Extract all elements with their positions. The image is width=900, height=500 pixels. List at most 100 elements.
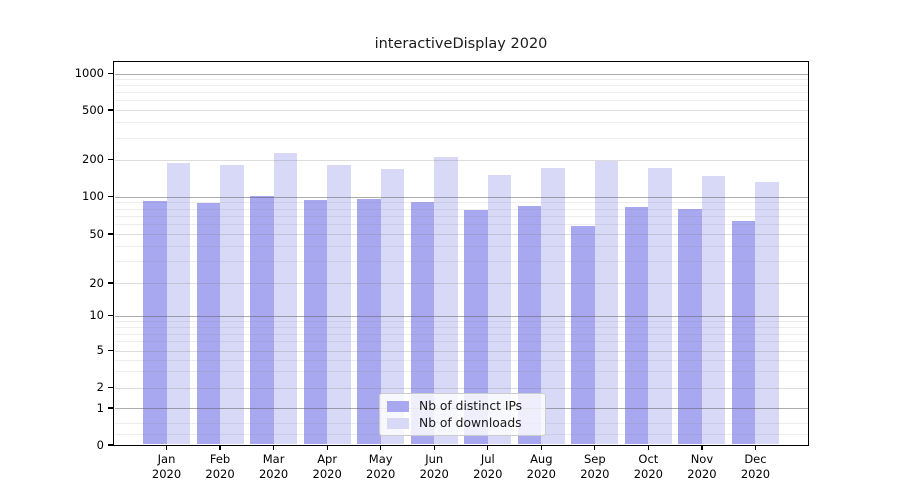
gridline-1000	[114, 73, 808, 75]
bar-downloads-may	[380, 169, 405, 444]
legend-swatch-downloads	[387, 417, 409, 429]
y-tick-label: 200	[82, 152, 104, 166]
x-tick-label: Jan 2020	[151, 452, 182, 481]
plot-frame	[113, 60, 809, 446]
gridline-2	[114, 387, 808, 389]
x-tick-label: Sep 2020	[580, 452, 610, 481]
legend-label: Nb of distinct IPs	[419, 399, 523, 413]
bar-distinct-ips-mar	[250, 195, 274, 444]
x-tick-mark	[487, 445, 489, 450]
x-tick-label: Mar 2020	[258, 452, 289, 481]
gridline-30	[114, 261, 808, 263]
bar-downloads-feb	[220, 164, 244, 444]
y-tick-label: 2	[96, 380, 104, 394]
bar-downloads-nov	[701, 175, 726, 444]
y-tick-mark	[108, 282, 113, 284]
y-tick-mark	[108, 444, 113, 446]
y-tick-mark	[108, 109, 113, 111]
bar-distinct-ips-jul	[464, 209, 488, 444]
legend-item: Nb of distinct IPs	[387, 399, 538, 413]
bar-distinct-ips-feb	[196, 202, 221, 444]
gridline-600	[114, 100, 808, 102]
bar-downloads-jun	[434, 156, 458, 444]
legend-label: Nb of downloads	[419, 416, 522, 430]
y-tick-mark	[108, 72, 113, 75]
y-tick-label: 20	[89, 275, 104, 290]
y-tick-mark	[108, 349, 113, 352]
bar-distinct-ips-apr	[303, 200, 328, 444]
gridline-900	[114, 79, 808, 81]
bar-distinct-ips-nov	[678, 208, 702, 444]
bar-distinct-ips-sep	[571, 225, 595, 444]
gridline-50	[114, 234, 808, 235]
x-tick-mark	[701, 445, 703, 450]
y-tick-label: 10	[89, 308, 104, 323]
gridline-10	[114, 315, 808, 317]
gridline-700	[114, 92, 808, 94]
gridline-100	[114, 196, 808, 198]
x-tick-label: Nov 2020	[687, 452, 717, 481]
gridline-60	[114, 224, 808, 226]
y-tick-label: 5	[96, 343, 104, 357]
y-tick-mark	[108, 315, 113, 317]
y-tick-mark	[108, 407, 113, 409]
y-tick-mark	[108, 158, 113, 161]
bar-downloads-oct	[648, 167, 672, 444]
y-tick-label: 1000	[74, 66, 104, 80]
gridline-7	[114, 333, 808, 335]
gridline-5	[114, 350, 808, 352]
gridline-20	[114, 283, 808, 284]
x-tick-label: Jul 2020	[473, 452, 503, 481]
bar-distinct-ips-dec	[731, 221, 756, 444]
legend-item: Nb of downloads	[387, 416, 538, 430]
legend: Nb of distinct IPs Nb of downloads	[379, 393, 546, 436]
gridline-8	[114, 326, 808, 328]
bar-distinct-ips-aug	[517, 205, 542, 444]
bar-downloads-sep	[594, 161, 619, 444]
x-tick-mark	[165, 445, 168, 450]
gridline-4	[114, 359, 808, 361]
x-tick-mark	[326, 445, 328, 450]
gridline-3	[114, 371, 808, 373]
bar-distinct-ips-jan	[143, 201, 167, 444]
gridline-90	[114, 202, 808, 204]
x-tick-mark	[594, 445, 596, 450]
x-tick-label: Aug 2020	[526, 452, 556, 481]
gridline-300	[114, 137, 808, 139]
bar-downloads-jan	[166, 163, 191, 444]
gridline-80	[114, 208, 808, 210]
legend-swatch-distinct-ips	[387, 400, 409, 412]
x-tick-mark	[647, 445, 650, 450]
x-tick-label: Oct 2020	[633, 452, 664, 481]
bar-downloads-jul	[487, 174, 512, 444]
x-tick-mark	[433, 445, 435, 450]
bar-downloads-dec	[755, 181, 779, 444]
x-tick-label: Dec 2020	[740, 452, 771, 481]
bar-distinct-ips-may	[357, 198, 381, 444]
y-tick-label: 500	[82, 102, 104, 117]
gridline-400	[114, 122, 808, 124]
bar-distinct-ips-oct	[624, 206, 649, 444]
bar-downloads-mar	[273, 153, 298, 444]
x-tick-label: Jun 2020	[419, 452, 449, 481]
x-tick-mark	[272, 445, 275, 450]
gridline-800	[114, 85, 808, 87]
y-tick-mark	[108, 195, 113, 198]
x-tick-label: Apr 2020	[312, 452, 342, 481]
x-tick-mark	[540, 445, 542, 450]
y-tick-mark	[108, 386, 113, 389]
gridline-6	[114, 341, 808, 343]
x-tick-label: May 2020	[366, 452, 396, 481]
x-tick-mark	[380, 445, 382, 450]
y-tick-label: 1	[96, 400, 104, 415]
gridline-200	[114, 159, 808, 161]
y-tick-label: 50	[89, 226, 104, 241]
bar-distinct-ips-jun	[410, 201, 435, 444]
x-tick-label: Feb 2020	[205, 452, 235, 481]
gridline-500	[114, 110, 808, 111]
gridline-9	[114, 320, 808, 322]
y-tick-label: 100	[82, 189, 104, 203]
y-tick-mark	[108, 233, 113, 235]
x-tick-mark	[219, 445, 221, 450]
